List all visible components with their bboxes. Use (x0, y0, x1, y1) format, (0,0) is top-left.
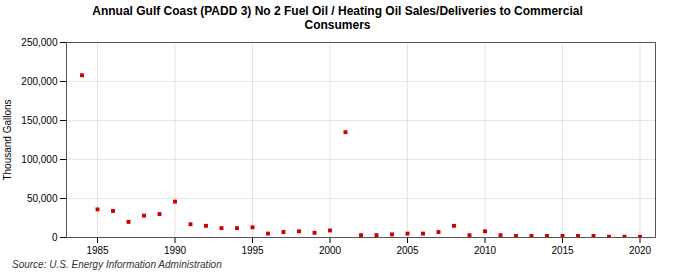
html-text:Source: U.S. Energy Informatio: Source: U.S. Energy Information Administ… (12, 259, 222, 270)
svg-text:2005: 2005 (396, 245, 419, 256)
html-text:Annual Gulf Coast (PADD 3) No: Annual Gulf Coast (PADD 3) No 2 Fuel Oil… (92, 4, 583, 32)
svg-text:250,000: 250,000 (21, 37, 58, 48)
svg-text:200,000: 200,000 (21, 76, 58, 87)
svg-text:150,000: 150,000 (21, 115, 58, 126)
svg-text:2010: 2010 (474, 245, 497, 256)
svg-text:2000: 2000 (319, 245, 342, 256)
svg-text:Thousand Gallons: Thousand Gallons (2, 99, 13, 180)
svg-text:2015: 2015 (551, 245, 574, 256)
svg-text:1995: 1995 (241, 245, 264, 256)
svg-text:2020: 2020 (629, 245, 652, 256)
svg-text:100,000: 100,000 (21, 154, 58, 165)
svg-text:0: 0 (52, 232, 58, 243)
svg-text:1985: 1985 (86, 245, 109, 256)
svg-text:50,000: 50,000 (27, 193, 58, 204)
svg-text:1990: 1990 (164, 245, 187, 256)
